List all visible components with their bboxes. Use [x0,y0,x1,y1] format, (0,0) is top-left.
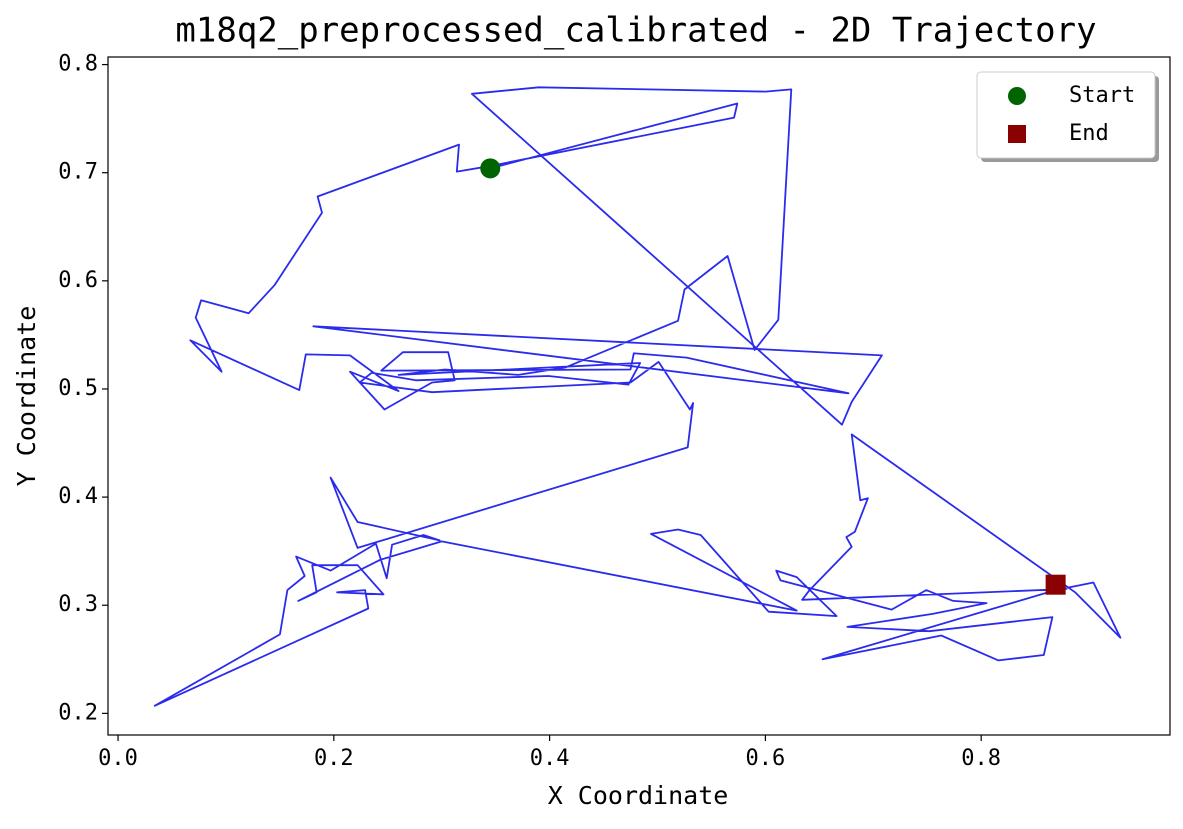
plot-frame [107,56,1171,736]
x-tick-label: 0.4 [530,746,570,771]
trajectory-line [153,86,1122,707]
y-tick-label: 0.5 [58,376,98,401]
y-tick-label: 0.3 [58,592,98,617]
y-tick-label: 0.2 [58,700,98,725]
legend-swatch [1008,87,1026,105]
x-axis-label: X Coordinate [548,781,729,810]
x-tick-label: 0.6 [746,746,786,771]
y-tick-label: 0.6 [58,268,98,293]
legend-swatch [1008,125,1026,143]
x-tick-label: 0.2 [314,746,354,771]
x-tick-label: 0.8 [961,746,1001,771]
y-tick-label: 0.8 [58,52,98,77]
legend-label: End [1069,121,1109,146]
x-tick-label: 0.0 [98,746,138,771]
y-tick-label: 0.4 [58,484,98,509]
y-tick-label: 0.7 [58,160,98,185]
legend-label: Start [1069,83,1135,108]
start-marker [480,158,501,179]
y-axis-label: Y Coordinate [12,306,41,487]
end-marker [1045,574,1066,595]
chart-title: m18q2_preprocessed_calibrated - 2D Traje… [175,11,1096,51]
